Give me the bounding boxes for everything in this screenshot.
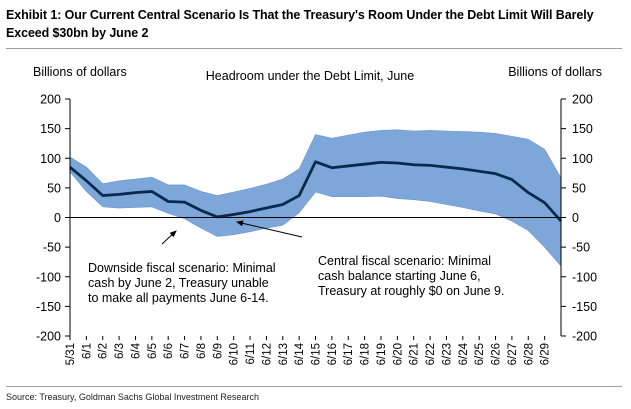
annotation-text-line: Central fiscal scenario: Minimal — [318, 254, 491, 268]
y-right-tick-label: 50 — [572, 181, 586, 195]
y-left-tick-label: 50 — [47, 181, 61, 195]
x-tick-label: 6/7 — [180, 343, 192, 359]
y-right-tick-label: -50 — [572, 241, 590, 255]
x-tick-label: 6/21 — [409, 343, 421, 365]
annotation-arrow — [236, 220, 303, 238]
y-right-tick-label: 200 — [572, 93, 593, 107]
x-tick-label: 6/3 — [114, 343, 126, 359]
x-tick-label: 6/20 — [392, 343, 404, 365]
y-axis-right-label: Billions of dollars — [508, 65, 602, 79]
x-tick-label: 6/15 — [311, 343, 323, 365]
x-tick-label: 6/4 — [130, 342, 142, 359]
y-axis-left-label: Billions of dollars — [33, 65, 127, 79]
annotation-text-line: to make all payments June 6-14. — [88, 291, 269, 305]
y-left-tick-label: -50 — [43, 241, 61, 255]
y-right-tick-label: -200 — [572, 330, 597, 344]
x-tick-label: 6/25 — [474, 343, 486, 365]
x-tick-label: 6/12 — [261, 343, 273, 365]
annotation-text-line: cash by June 2, Treasury unable — [88, 276, 269, 290]
y-axis-left-ticks: 200 150 100 50 0 -50 -100 -150 -200 — [36, 93, 70, 344]
y-right-tick-label: -100 — [572, 270, 597, 284]
y-left-tick-label: 200 — [40, 93, 61, 107]
x-tick-label: 6/2 — [98, 343, 110, 359]
x-tick-label: 6/18 — [360, 343, 372, 365]
exhibit-title: Exhibit 1: Our Current Central Scenario … — [6, 8, 594, 40]
y-right-tick-label: 0 — [572, 211, 579, 225]
x-tick-label: 6/26 — [491, 343, 503, 365]
y-left-tick-label: 0 — [54, 211, 61, 225]
x-tick-label: 6/1 — [81, 343, 93, 359]
x-tick-label: 6/28 — [523, 343, 535, 365]
x-tick-label: 6/11 — [245, 343, 257, 365]
x-tick-label: 6/29 — [540, 343, 552, 365]
y-left-tick-label: -150 — [36, 300, 61, 314]
x-axis-ticks: 5/31 6/1 6/2 6/3 6/4 6/5 6/6 6/7 6/8 6/9 6/10 6/11 6… — [65, 336, 552, 365]
x-tick-label: 6/9 — [212, 343, 224, 359]
x-tick-label: 6/17 — [343, 343, 355, 365]
scenario-range-band — [69, 129, 562, 267]
x-tick-label: 6/19 — [376, 343, 388, 365]
x-tick-label: 5/31 — [65, 343, 77, 365]
x-tick-label: 6/22 — [425, 343, 437, 365]
x-tick-label: 6/23 — [441, 343, 453, 365]
x-tick-label: 6/27 — [507, 343, 519, 365]
y-left-tick-label: -100 — [36, 270, 61, 284]
y-right-tick-label: 150 — [572, 122, 593, 136]
x-tick-label: 6/16 — [327, 343, 339, 365]
y-right-tick-label: 100 — [572, 152, 593, 166]
central-scenario-line — [69, 160, 563, 222]
chart-title: Headroom under the Debt Limit, June — [206, 69, 414, 83]
x-tick-label: 6/10 — [229, 343, 241, 365]
annotation-arrow — [161, 230, 177, 245]
annotation-text-line: Downside fiscal scenario: Minimal — [88, 261, 276, 275]
annotation-text-line: cash balance starting June 6, — [318, 269, 481, 283]
x-tick-label: 6/8 — [196, 343, 208, 359]
annotation-text-line: Treasury at roughly $0 on June 9. — [318, 284, 504, 298]
y-axis-right-ticks: 200 150 100 50 0 -50 -100 -150 -200 — [561, 93, 597, 344]
x-tick-label: 6/6 — [163, 343, 175, 359]
y-right-tick-label: -150 — [572, 300, 597, 314]
x-tick-label: 6/5 — [147, 343, 159, 359]
x-tick-label: 6/13 — [278, 343, 290, 365]
y-left-tick-label: 100 — [40, 152, 61, 166]
x-tick-label: 6/14 — [294, 342, 306, 365]
title-divider — [6, 48, 622, 49]
y-left-tick-label: 150 — [40, 122, 61, 136]
x-tick-label: 6/24 — [458, 342, 470, 365]
y-left-tick-label: -200 — [36, 330, 61, 344]
source-note: Source: Treasury, Goldman Sachs Global I… — [6, 392, 259, 402]
source-divider — [6, 386, 622, 387]
